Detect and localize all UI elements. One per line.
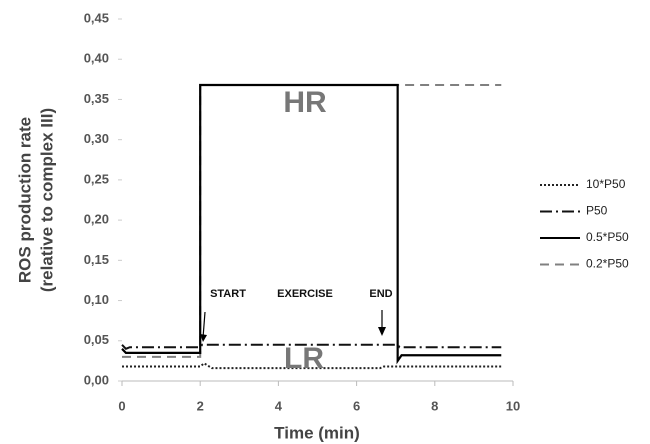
arrow-head bbox=[200, 334, 207, 342]
x-tick-label: 10 bbox=[506, 398, 520, 413]
y-tick-label: 0,10 bbox=[84, 292, 109, 307]
y-tick-label: 0,25 bbox=[84, 171, 109, 186]
annotation: HR bbox=[283, 86, 327, 119]
series-line bbox=[121, 83, 502, 365]
x-tick-label: 6 bbox=[353, 398, 360, 413]
y-axis-title: ROS production rate bbox=[15, 117, 34, 283]
legend-label: 0.5*P50 bbox=[586, 230, 629, 244]
series-line bbox=[122, 83, 502, 358]
legend-label: 10*P50 bbox=[586, 177, 626, 191]
x-tick-label: 8 bbox=[431, 398, 438, 413]
x-tick-label: 4 bbox=[275, 398, 283, 413]
y-tick-label: 0,30 bbox=[84, 131, 109, 146]
x-tick-label: 2 bbox=[197, 398, 204, 413]
annotation: END bbox=[369, 288, 392, 300]
annotation: START bbox=[210, 288, 246, 300]
series-line bbox=[122, 362, 502, 370]
legend-label: P50 bbox=[586, 204, 608, 218]
arrow bbox=[202, 311, 206, 339]
y-axis-title: (relative to complex III) bbox=[37, 108, 56, 292]
y-tick-label: 0,40 bbox=[84, 51, 109, 66]
y-tick-label: 0,00 bbox=[84, 372, 109, 387]
y-tick-label: 0,45 bbox=[84, 10, 109, 25]
x-tick-label: 0 bbox=[118, 398, 125, 413]
y-tick-label: 0,05 bbox=[84, 332, 109, 347]
y-tick-label: 0,35 bbox=[84, 91, 109, 106]
series-line bbox=[121, 343, 502, 351]
annotation: LR bbox=[284, 342, 324, 375]
x-axis-title: Time (min) bbox=[274, 423, 360, 442]
annotation: EXERCISE bbox=[277, 288, 333, 300]
arrow-head bbox=[378, 327, 386, 336]
y-tick-label: 0,15 bbox=[84, 252, 109, 267]
legend-label: 0.2*P50 bbox=[586, 257, 629, 271]
y-tick-label: 0,20 bbox=[84, 212, 109, 227]
